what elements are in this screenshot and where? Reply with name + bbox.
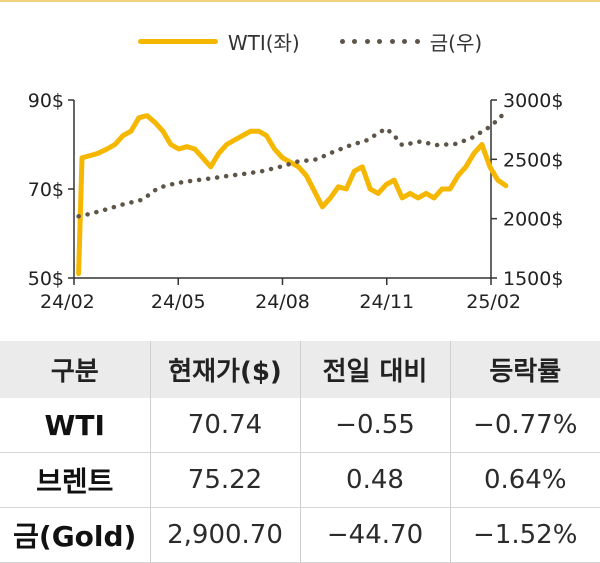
- header-day-change: 전일 대비: [300, 341, 450, 398]
- x-tick-label: 24/02: [40, 291, 95, 313]
- row-name: 금(Gold): [0, 508, 150, 563]
- table-header-row: 구분 현재가($) 전일 대비 등락률: [0, 341, 600, 398]
- x-tick-label: 24/05: [151, 291, 206, 313]
- row-price: 75.22: [150, 453, 300, 508]
- oil-gold-line-chart: 90$ 70$ 50$ 3000$ 2500$ 2000$ 1500$ 24/02 24/05 2…: [0, 0, 600, 340]
- row-price: 2,900.70: [150, 508, 300, 563]
- row-change: −0.55: [300, 398, 450, 453]
- right-tick-label: 3000$: [503, 90, 563, 112]
- right-tick-label: 2500$: [503, 149, 563, 171]
- header-current-price: 현재가($): [150, 341, 300, 398]
- right-tick-label: 2000$: [503, 209, 563, 231]
- table-row: 브렌트 75.22 0.48 0.64%: [0, 453, 600, 508]
- header-category: 구분: [0, 341, 150, 398]
- left-tick-label: 90$: [28, 90, 64, 112]
- row-rate: −1.52%: [450, 508, 600, 563]
- row-change: −44.70: [300, 508, 450, 563]
- right-tick-label: 1500$: [503, 268, 563, 290]
- row-name: 브렌트: [0, 453, 150, 508]
- table-row: WTI 70.74 −0.55 −0.77%: [0, 398, 600, 453]
- row-price: 70.74: [150, 398, 300, 453]
- row-change: 0.48: [300, 453, 450, 508]
- series-line-wti: [79, 116, 506, 274]
- row-rate: −0.77%: [450, 398, 600, 453]
- x-tick-label: 25/02: [466, 291, 521, 313]
- table-row: 금(Gold) 2,900.70 −44.70 −1.52%: [0, 508, 600, 563]
- left-tick-label: 50$: [28, 268, 64, 290]
- x-tick-label: 24/08: [255, 291, 310, 313]
- x-tick-label: 24/11: [359, 291, 414, 313]
- header-change-rate: 등락률: [450, 341, 600, 398]
- price-summary-table: 구분 현재가($) 전일 대비 등락률 WTI 70.74 −0.55 −0.7…: [0, 341, 600, 563]
- row-name: WTI: [0, 398, 150, 453]
- row-rate: 0.64%: [450, 453, 600, 508]
- left-tick-label: 70$: [28, 179, 64, 201]
